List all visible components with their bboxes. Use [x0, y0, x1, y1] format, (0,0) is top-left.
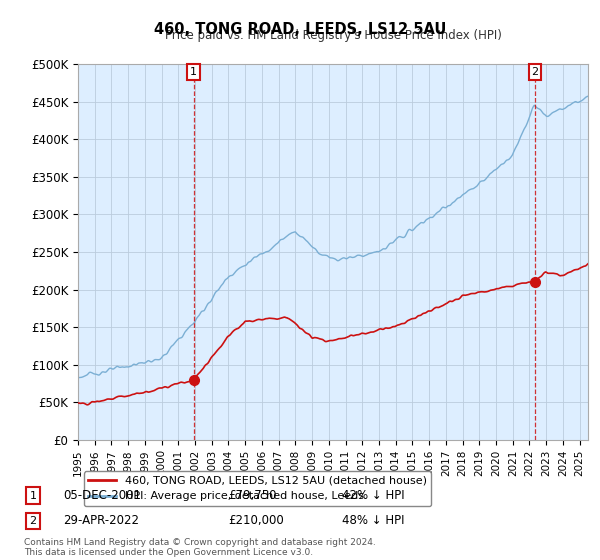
Text: 42% ↓ HPI: 42% ↓ HPI — [342, 489, 404, 502]
Text: 05-DEC-2001: 05-DEC-2001 — [63, 489, 141, 502]
Text: 1: 1 — [29, 491, 37, 501]
Text: 2: 2 — [532, 67, 539, 77]
Text: 2: 2 — [29, 516, 37, 526]
Text: 1: 1 — [190, 67, 197, 77]
Text: £210,000: £210,000 — [228, 514, 284, 528]
Text: £79,750: £79,750 — [228, 489, 277, 502]
Text: 48% ↓ HPI: 48% ↓ HPI — [342, 514, 404, 528]
Text: 460, TONG ROAD, LEEDS, LS12 5AU: 460, TONG ROAD, LEEDS, LS12 5AU — [154, 22, 446, 38]
Text: 29-APR-2022: 29-APR-2022 — [63, 514, 139, 528]
Title: Price paid vs. HM Land Registry's House Price Index (HPI): Price paid vs. HM Land Registry's House … — [164, 29, 502, 43]
Legend: 460, TONG ROAD, LEEDS, LS12 5AU (detached house), HPI: Average price, detached h: 460, TONG ROAD, LEEDS, LS12 5AU (detache… — [83, 472, 431, 506]
Text: Contains HM Land Registry data © Crown copyright and database right 2024.
This d: Contains HM Land Registry data © Crown c… — [24, 538, 376, 557]
